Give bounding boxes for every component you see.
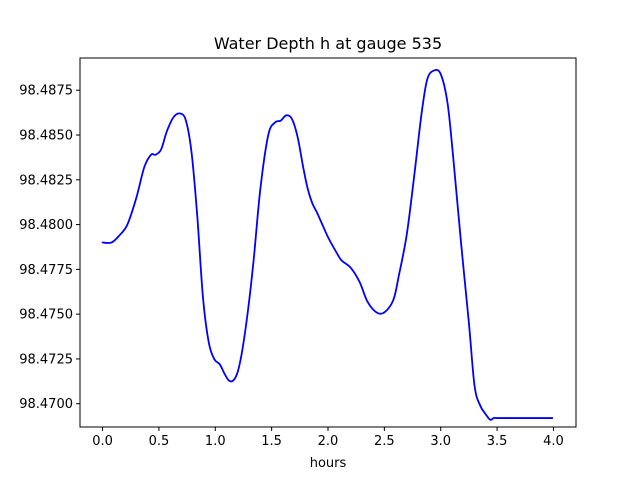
x-tick-label: 0.0: [92, 434, 113, 449]
y-axis-ticks: 98.4700 98.4725 98.4750 98.4775 98.4800 98.48…: [19, 84, 80, 412]
y-tick-label: 98.4725: [19, 352, 73, 367]
y-tick-label: 98.4700: [19, 397, 73, 412]
y-tick-label: 98.4775: [19, 263, 73, 278]
y-tick-label: 98.4800: [19, 218, 73, 233]
x-tick-label: 3.0: [430, 434, 451, 449]
x-tick-label: 1.0: [205, 434, 226, 449]
y-tick-label: 98.4750: [19, 308, 73, 323]
series-layer: [101, 68, 554, 421]
plot-frame: [79, 57, 577, 428]
chart-title: Water Depth h at gauge 535: [214, 34, 442, 53]
x-axis-ticks: 0.0 0.5 1.0 1.5 2.0 2.5 3.0 3.5 4.0: [92, 427, 564, 449]
x-tick-label: 2.0: [318, 434, 339, 449]
y-tick-label: 98.4875: [19, 84, 73, 99]
x-tick-label: 3.5: [487, 434, 508, 449]
y-tick-label: 98.4850: [19, 129, 73, 144]
x-tick-label: 4.0: [543, 434, 564, 449]
series-line-0: [101, 68, 554, 421]
x-tick-label: 2.5: [374, 434, 395, 449]
y-tick-label: 98.4825: [19, 173, 73, 188]
x-tick-label: 0.5: [149, 434, 170, 449]
x-tick-label: 1.5: [261, 434, 282, 449]
x-axis-label: hours: [310, 456, 347, 471]
